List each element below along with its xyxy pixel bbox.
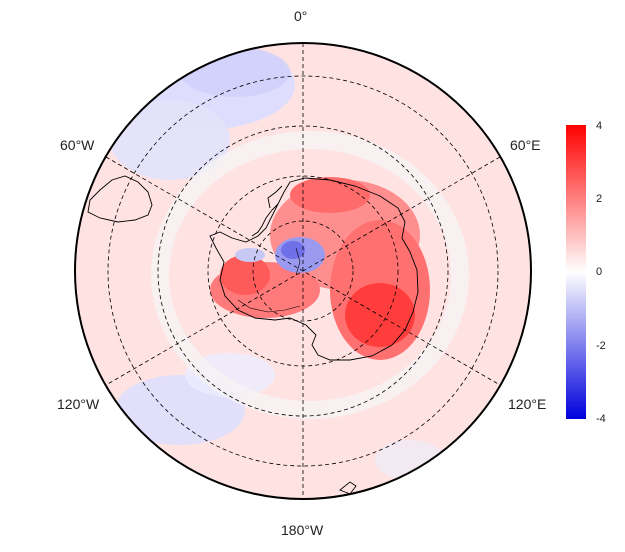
colorbar-tick: -4 [596, 413, 606, 425]
antarctica-coastline [209, 177, 419, 361]
label-120e: 120°E [508, 396, 547, 412]
peninsula-coastline [251, 185, 283, 237]
colorbar [566, 125, 586, 419]
ice-shelf-line [237, 247, 301, 313]
label-120w: 120°W [57, 396, 100, 412]
south-america-coastline [87, 175, 153, 223]
graticule [105, 43, 501, 499]
colorbar-tick: 2 [596, 193, 603, 205]
colorbar-tick: 0 [596, 266, 603, 278]
anomaly-field [75, 43, 531, 499]
label-60w: 60°W [60, 137, 95, 153]
colorbar-tick: 4 [596, 120, 603, 132]
label-180w: 180°W [281, 522, 324, 538]
label-0: 0° [294, 8, 308, 24]
new-zealand-coastline [339, 481, 357, 495]
map-border [74, 42, 532, 500]
label-60e: 60°E [510, 137, 541, 153]
colorbar-tick: -2 [596, 340, 606, 352]
